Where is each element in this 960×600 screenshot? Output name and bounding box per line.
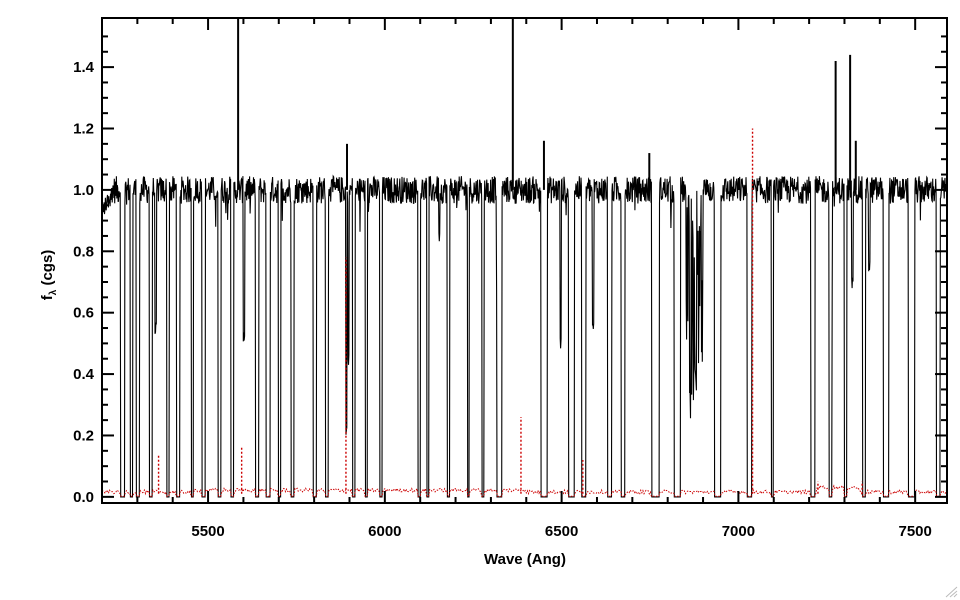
x-tick-label: 7000 <box>722 523 755 540</box>
y-axis-title-main: f <box>39 294 56 300</box>
resize-grip-icon[interactable] <box>944 586 958 598</box>
y-axis-title: fλ (cgs) <box>39 250 59 301</box>
y-tick-label: 0.2 <box>73 427 94 444</box>
y-tick-label: 1.4 <box>73 59 95 76</box>
y-tick-label: 0.6 <box>73 305 94 322</box>
x-tick-label: 6500 <box>545 523 578 540</box>
x-tick-label: 7500 <box>898 523 931 540</box>
y-axis-title-tail: (cgs) <box>39 250 56 290</box>
x-axis-title: Wave (Ang) <box>484 551 566 568</box>
y-tick-label: 0.8 <box>73 243 94 260</box>
x-tick-label: 5500 <box>191 523 224 540</box>
y-axis-title-subscript: λ <box>48 289 59 295</box>
series-group <box>102 18 947 498</box>
y-tick-label: 1.0 <box>73 182 94 199</box>
plot-frame <box>101 17 948 504</box>
flux-line <box>102 174 947 498</box>
y-tick-label: 0.4 <box>73 366 95 383</box>
x-tick-label: 6000 <box>368 523 401 540</box>
error-line <box>102 484 947 497</box>
axes: 5500 6000 6500 7000 7500 0.0 0.2 0.4 0.6 0.8 1.0 1.… <box>73 17 948 540</box>
y-tick-label: 0.0 <box>73 489 94 506</box>
y-tick-label: 1.2 <box>73 121 94 138</box>
plot-area <box>102 18 947 498</box>
